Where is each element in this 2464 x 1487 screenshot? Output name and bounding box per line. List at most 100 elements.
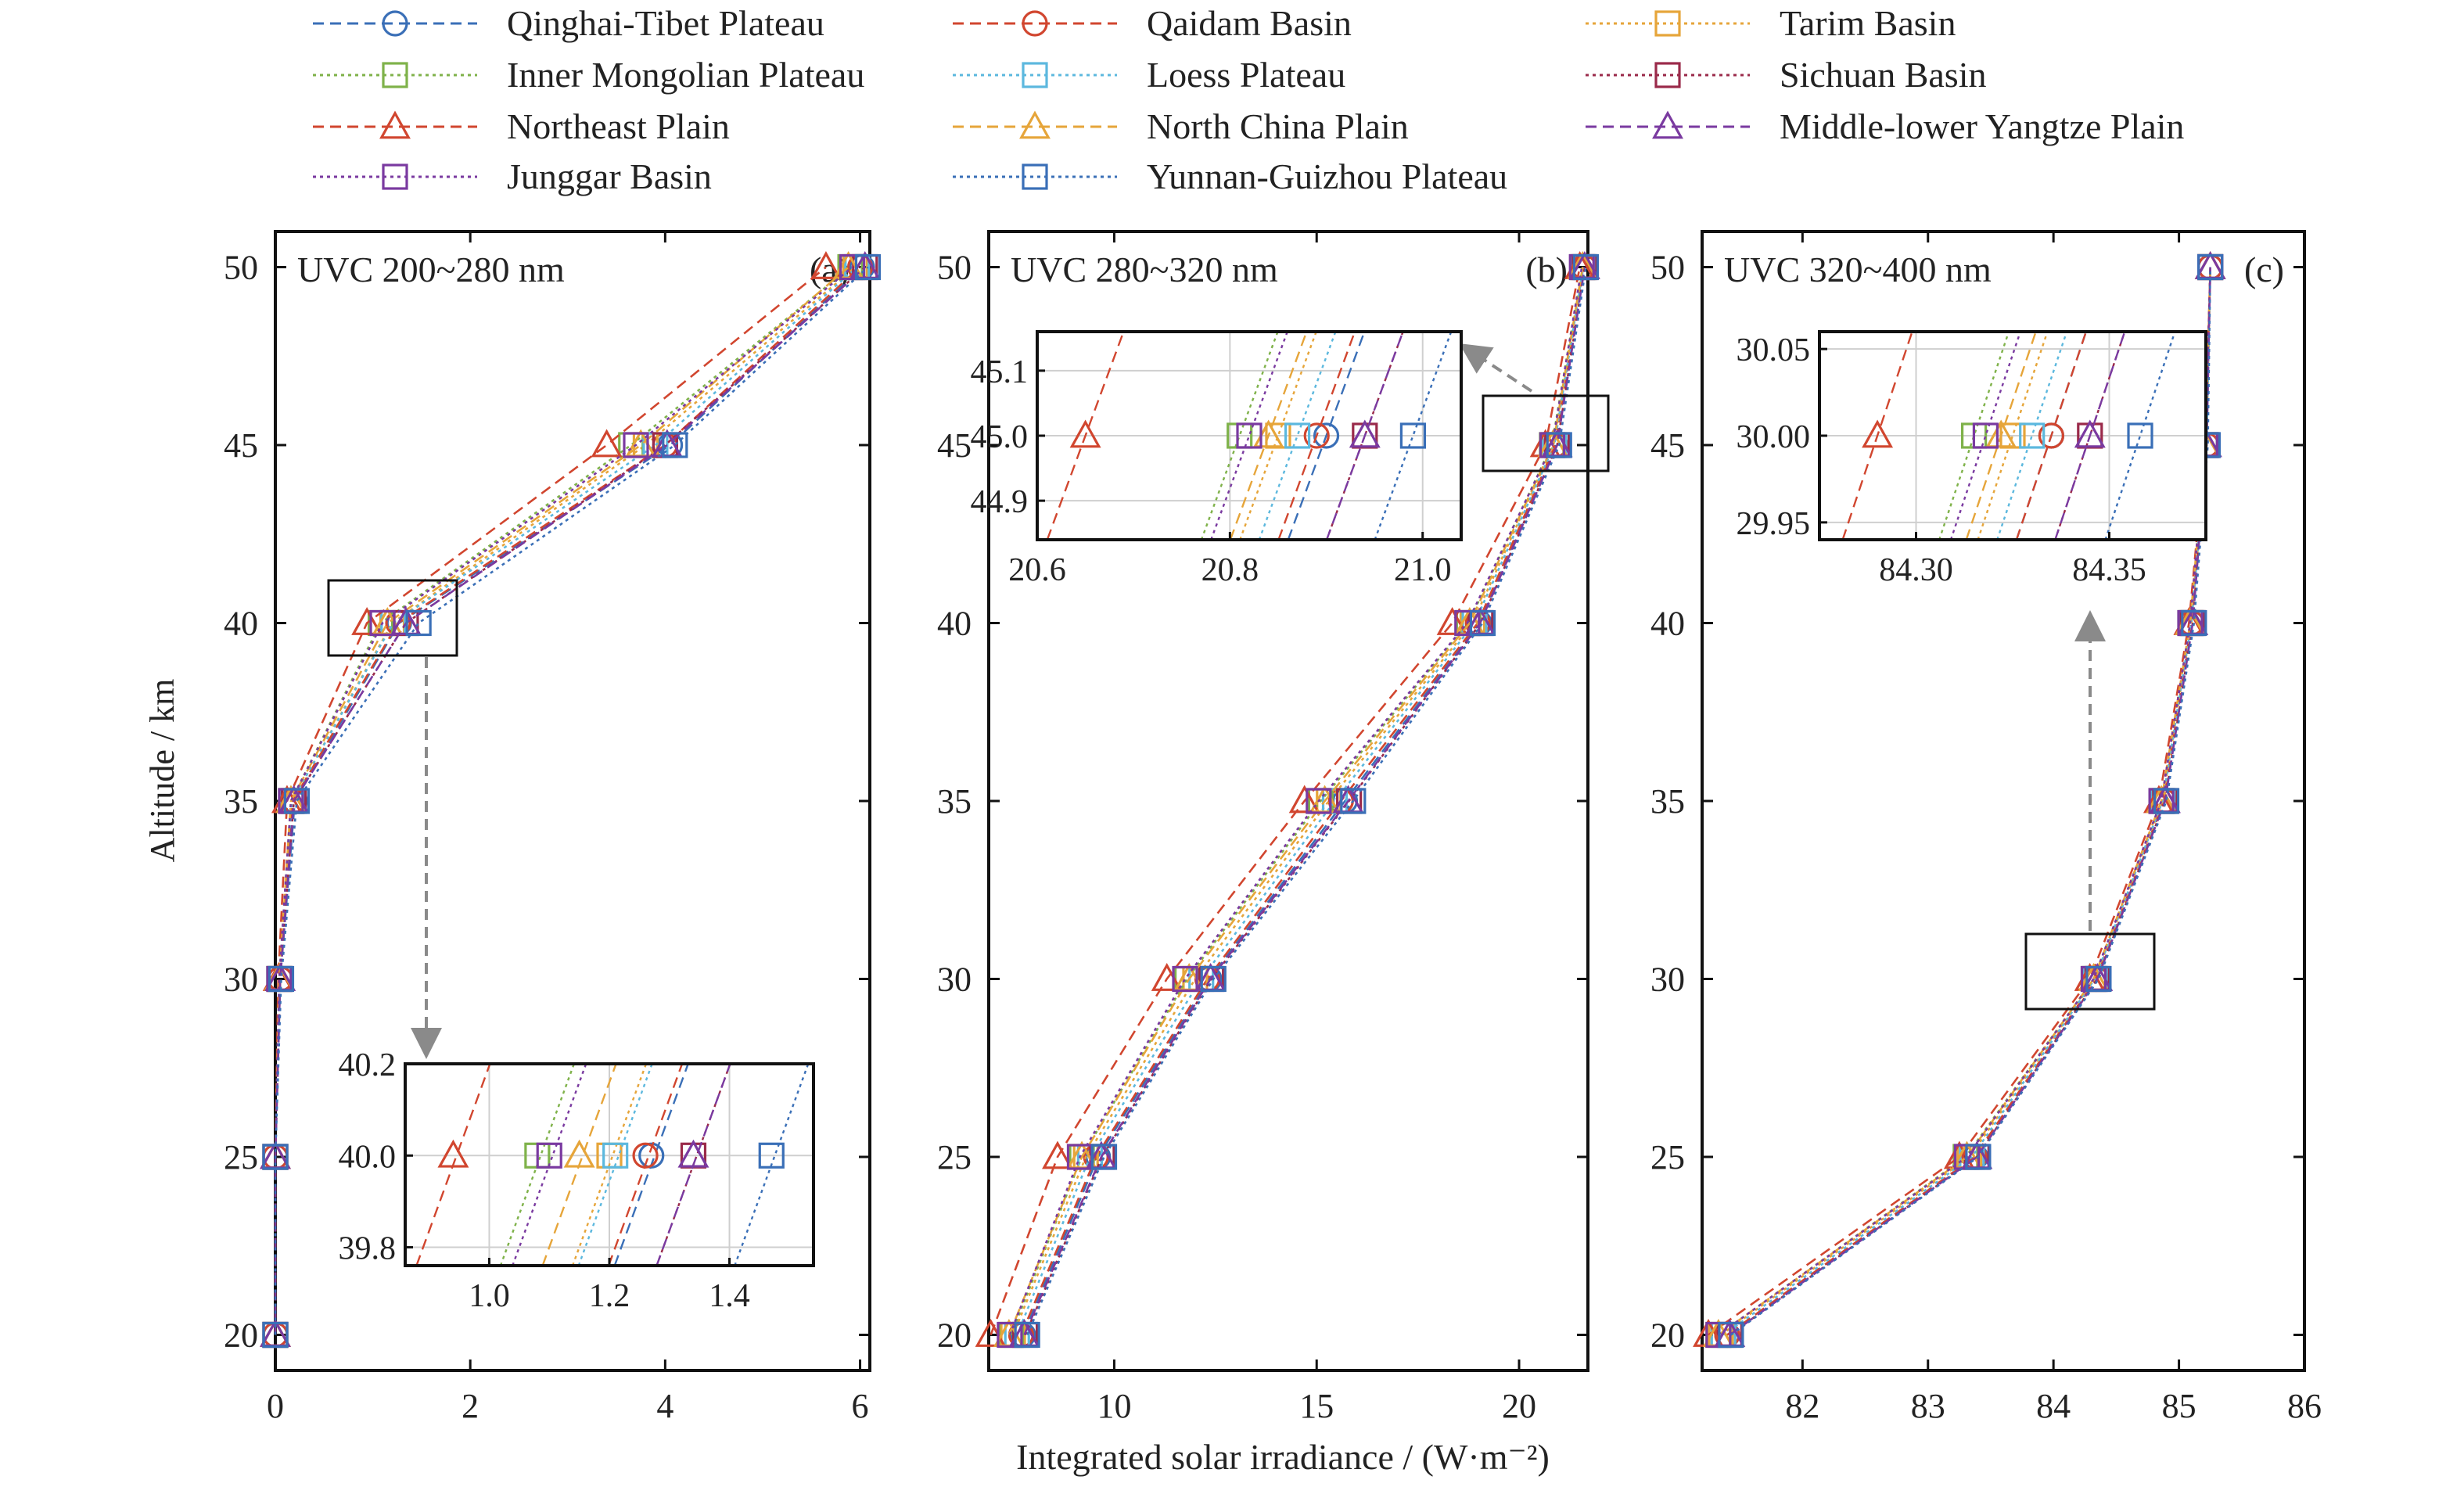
zoom-region xyxy=(2024,932,2156,1011)
data-point xyxy=(591,429,623,458)
legend-entry: Yunnan-Guizhou Plateau xyxy=(953,156,1507,196)
data-point xyxy=(1042,1140,1073,1169)
inset-y-tick-label: 45.1 xyxy=(971,354,1029,390)
zoom-arrow xyxy=(1459,343,1533,393)
panel-title: UVC 280~320 nm xyxy=(1011,250,1278,289)
legend-marker xyxy=(382,163,408,190)
data-point xyxy=(1014,1321,1040,1349)
legend-entry: Sichuan Basin xyxy=(1586,55,1986,95)
inset-series-line xyxy=(1287,332,1366,540)
inset-plot: 44.9 45.0 45.1 20.6 20.8 21.0 xyxy=(971,330,1463,588)
legend-marker xyxy=(1019,110,1051,139)
panel-label: (b) xyxy=(1525,250,1568,289)
inset-plot: 39.8 40.0 40.2 1.0 1.2 1.4 xyxy=(339,1047,815,1314)
legend-label: Middle-lower Yangtze Plain xyxy=(1780,106,2184,146)
inset-data-point xyxy=(1303,422,1330,449)
x-tick-label: 4 xyxy=(656,1387,673,1425)
data-point xyxy=(1436,606,1468,635)
legend-marker xyxy=(1654,10,1681,37)
inset-data-point xyxy=(1399,422,1427,449)
zoom-region xyxy=(327,579,458,657)
inset-series-line xyxy=(1996,332,2068,540)
inset-y-tick-label: 45.0 xyxy=(971,419,1029,455)
inset-y-tick-label: 29.95 xyxy=(1737,506,1811,542)
chart-panel: 20 25 30 35 40 45 50 82 83 84 85 86 UVC 320~400 nm (c… xyxy=(1650,230,2322,1425)
inset-series xyxy=(1841,332,2176,540)
legend: Qinghai-Tibet Plateau Qaidam Basin Tarim B… xyxy=(313,3,2184,196)
inset-x-tick-label: 20.6 xyxy=(1008,552,1066,588)
inset-x-tick-label: 84.35 xyxy=(2072,552,2146,588)
legend-entry: North China Plain xyxy=(953,106,1409,146)
data-point xyxy=(351,606,383,635)
panel-title: UVC 320~400 nm xyxy=(1724,250,1992,289)
y-tick-label: 35 xyxy=(1650,782,1685,821)
x-tick-label: 0 xyxy=(267,1387,284,1425)
y-tick-label: 20 xyxy=(1650,1316,1685,1355)
legend-marker xyxy=(1022,163,1048,190)
inset-series-line xyxy=(577,1064,653,1266)
y-tick-label: 25 xyxy=(1650,1138,1685,1176)
data-point xyxy=(2181,609,2207,637)
x-tick-label: 15 xyxy=(1299,1387,1334,1425)
inset-y-tick-label: 40.2 xyxy=(339,1047,397,1083)
data-point xyxy=(997,1321,1023,1349)
inset-series-line xyxy=(1258,332,1337,540)
legend-entry: Junggar Basin xyxy=(313,156,712,196)
legend-marker xyxy=(1022,10,1048,37)
panel-title: UVC 200~280 nm xyxy=(297,250,565,289)
data-point xyxy=(839,253,866,281)
y-tick-label: 50 xyxy=(224,249,258,287)
x-tick-label: 2 xyxy=(462,1387,479,1425)
inset-data-point xyxy=(1313,422,1340,449)
y-tick-label: 20 xyxy=(224,1316,258,1355)
inset-series-line xyxy=(1200,332,1279,540)
data-point xyxy=(1090,1144,1118,1170)
data-point xyxy=(2085,965,2112,993)
legend-entry: Tarim Basin xyxy=(1586,3,1956,43)
inset-data-point xyxy=(638,1142,665,1169)
series-line xyxy=(1011,267,1585,1335)
y-tick-label: 20 xyxy=(937,1316,972,1355)
inset-series-line xyxy=(1965,332,2037,540)
inset-plot: 29.95 30.00 30.05 84.30 84.35 xyxy=(1737,330,2207,588)
y-tick-label: 50 xyxy=(1650,249,1685,287)
inset-data-point xyxy=(2074,419,2106,448)
inset-data-point xyxy=(1972,422,1999,449)
y-tick-label: 45 xyxy=(1650,426,1685,465)
inset-data-point xyxy=(1985,419,2017,448)
inset-series xyxy=(1046,332,1453,540)
legend-label: Yunnan-Guizhou Plateau xyxy=(1147,156,1507,196)
legend-label: Qinghai-Tibet Plateau xyxy=(507,3,824,43)
inset-data-point xyxy=(1236,422,1263,449)
inset-series-line xyxy=(656,1064,731,1266)
inset-series-line xyxy=(541,1064,617,1266)
inset-series-line xyxy=(1239,332,1317,540)
y-tick-label: 40 xyxy=(1650,605,1685,643)
inset-x-tick-label: 1.2 xyxy=(589,1278,630,1314)
y-tick-label: 25 xyxy=(224,1138,258,1176)
data-point xyxy=(810,250,842,279)
data-point xyxy=(1306,788,1332,814)
inset-y-tick-label: 40.0 xyxy=(339,1139,397,1175)
legend-label: Sichuan Basin xyxy=(1780,55,1986,95)
legend-marker xyxy=(382,62,408,88)
legend-marker xyxy=(379,110,411,139)
inset-series-line xyxy=(571,1064,648,1266)
inset-series-line xyxy=(2054,332,2126,540)
data-point xyxy=(262,1321,289,1349)
series-line xyxy=(1023,267,1586,1336)
y-tick-label: 25 xyxy=(937,1138,972,1176)
legend-marker xyxy=(382,10,408,37)
x-tick-label: 86 xyxy=(2287,1387,2322,1425)
inset-data-point xyxy=(1862,419,1894,448)
inset-series-line xyxy=(1938,332,2010,540)
inset-x-tick-label: 20.8 xyxy=(1201,552,1259,588)
y-tick-label: 30 xyxy=(224,961,258,999)
chart-panel: 20 25 30 35 40 45 50 10 15 20 UVC 280~320 nm (b) 44.… xyxy=(937,230,1610,1425)
data-point xyxy=(405,609,432,637)
data-point xyxy=(262,1144,289,1170)
inset-series-line xyxy=(1046,332,1125,540)
legend-label: Loess Plateau xyxy=(1147,55,1345,95)
